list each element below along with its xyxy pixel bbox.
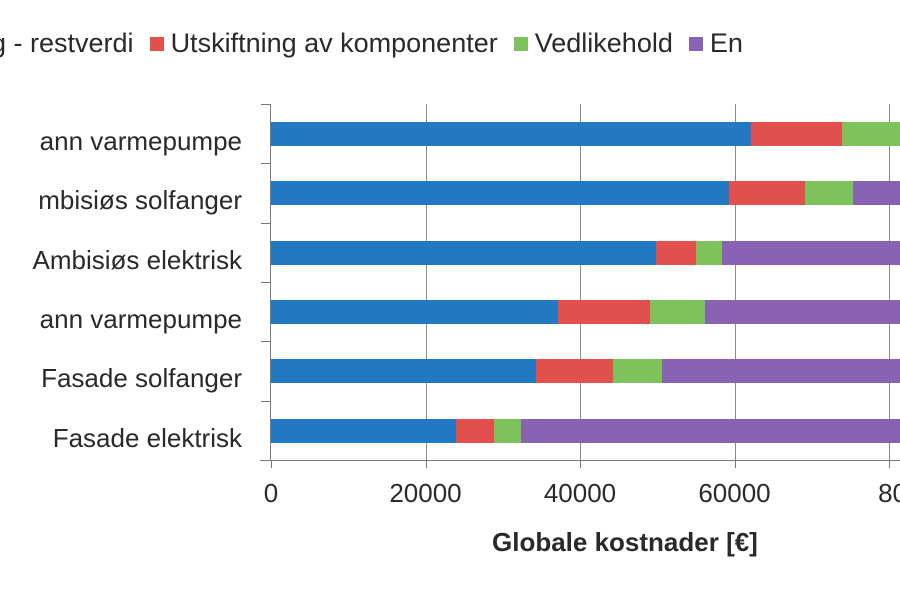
y-tick (261, 341, 271, 343)
bar-segment (661, 359, 900, 384)
bar-segment (729, 181, 805, 206)
bar-segment (535, 359, 614, 384)
bar-row (271, 418, 900, 443)
bar-segment (494, 418, 521, 443)
category-label: ann varmepumpe (39, 126, 242, 156)
y-tick (261, 459, 271, 461)
x-tick (734, 460, 736, 468)
category-label: Fasade elektrisk (52, 422, 242, 453)
bar-segment (722, 240, 900, 265)
bar-segment (853, 181, 900, 206)
legend-swatch-purple (688, 36, 703, 51)
legend-label: En (709, 28, 743, 58)
y-tick (261, 163, 271, 165)
bar-segment (520, 418, 900, 443)
category-label: ann varmepumpe (39, 303, 242, 334)
legend-item-energi: En (688, 28, 743, 59)
bar-row (271, 299, 900, 324)
x-tick-label: 40000 (543, 478, 617, 508)
chart-legend: ng - restverdi Utskiftning av komponente… (0, 28, 759, 59)
legend-label: ng - restverdi (0, 28, 134, 58)
bar-segment (557, 299, 650, 324)
bar-row (271, 240, 900, 265)
x-tick (425, 460, 427, 468)
legend-item-utskiftning: Utskiftning av komponenter (149, 28, 498, 59)
bar-segment (649, 299, 706, 324)
legend-swatch-green (513, 36, 528, 51)
category-label: Fasade solfanger (41, 363, 242, 394)
y-tick (261, 104, 271, 105)
x-tick-label: 60000 (698, 478, 771, 508)
bar-segment (271, 418, 456, 443)
bar-segment (695, 240, 723, 265)
bar-row (271, 359, 900, 384)
legend-item-vedlikehold: Vedlikehold (513, 28, 673, 59)
x-axis-title: Globale kostnader [€] (492, 527, 758, 557)
bar-row (271, 181, 900, 206)
x-tick-label: 0 (263, 478, 279, 508)
y-tick (261, 400, 271, 402)
y-tick (261, 222, 271, 224)
gridline (580, 104, 581, 460)
x-tick-label: 8000 (878, 478, 900, 508)
bar-segment (271, 359, 536, 384)
x-tick (889, 460, 890, 468)
x-tick-label: 20000 (389, 478, 462, 508)
legend-label: Vedlikehold (534, 28, 673, 58)
bar-segment (750, 122, 842, 146)
gridline (425, 104, 427, 460)
bar-row (271, 122, 900, 146)
legend-label: Utskiftning av komponenter (170, 28, 498, 58)
category-label: mbisiøs solfanger (38, 185, 242, 216)
bar-segment (271, 299, 558, 324)
y-tick (261, 281, 271, 283)
bar-segment (455, 418, 495, 443)
gridline (889, 104, 890, 460)
x-tick (580, 460, 581, 468)
bar-segment (705, 299, 900, 324)
legend-item-restverdi: ng - restverdi (0, 28, 134, 59)
bar-segment (271, 181, 730, 206)
bar-segment (271, 240, 656, 265)
legend-swatch-red (149, 36, 164, 51)
bar-segment (271, 122, 751, 146)
bar-segment (613, 359, 662, 384)
x-tick (271, 460, 272, 468)
bar-segment (804, 181, 854, 206)
bar-segment (655, 240, 696, 265)
gridline (734, 104, 736, 460)
bar-segment (841, 122, 900, 146)
category-label: Ambisiøs elektrisk (32, 244, 242, 275)
